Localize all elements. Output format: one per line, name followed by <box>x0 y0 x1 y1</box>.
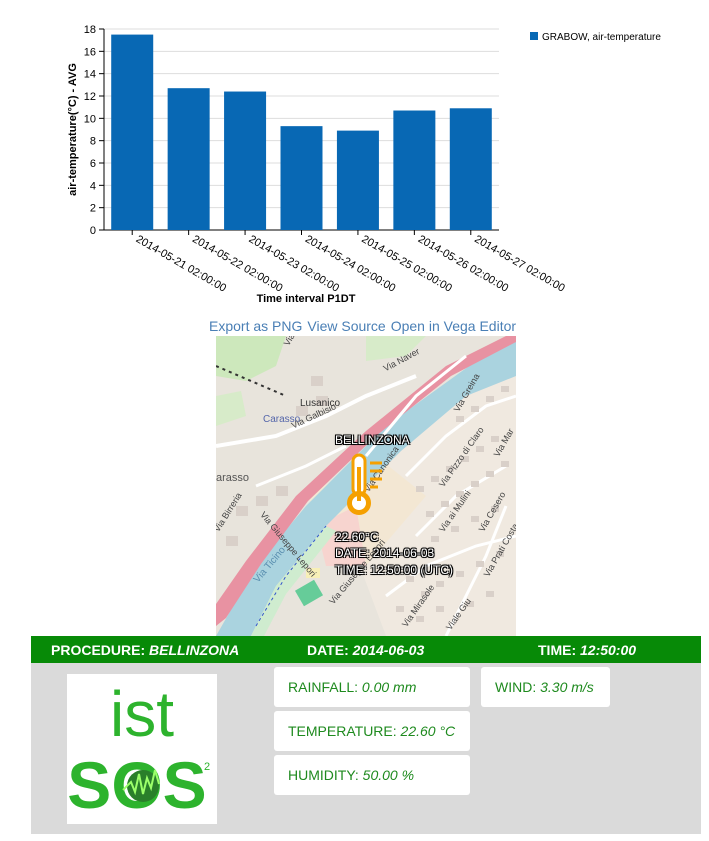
station-panel: PROCEDURE: BELLINZONA DATE: 2014-06-03 T… <box>31 636 701 834</box>
y-tick-label: 14 <box>84 69 96 81</box>
y-tick-label: 4 <box>90 180 96 192</box>
wind-label: WIND: <box>495 679 537 695</box>
bar <box>393 110 436 230</box>
bar <box>336 130 379 230</box>
legend-swatch <box>530 32 538 40</box>
station-label: BELLINZONA <box>335 433 410 447</box>
map-tiles <box>216 336 516 636</box>
time-label: TIME: <box>538 642 577 658</box>
time-value: 12:50:00 <box>580 642 637 658</box>
y-tick-label: 12 <box>84 91 96 103</box>
bar <box>111 34 154 231</box>
procedure-label: PROCEDURE: <box>51 642 146 658</box>
date-label: DATE: <box>307 642 349 658</box>
wind-value: 3.30 m/s <box>540 679 594 695</box>
y-tick-label: 2 <box>90 203 96 215</box>
legend-label: GRABOW, air-temperature <box>542 32 661 43</box>
logo-image: ist SOS 2 <box>67 678 210 822</box>
place-label-carasso: Carasso <box>263 414 301 425</box>
y-tick-label: 18 <box>84 24 96 36</box>
export-png-link[interactable]: Export as PNG <box>209 318 303 334</box>
temperature-value: 22.60 °C <box>400 723 456 739</box>
bar <box>280 126 323 230</box>
place-label-arasso: arasso <box>216 472 250 484</box>
humidity-card: HUMIDITY: 50.00 % <box>274 755 470 795</box>
date-field: DATE: 2014-06-03 <box>307 642 424 658</box>
y-tick-label: 0 <box>90 225 96 237</box>
bar <box>167 88 210 230</box>
bar <box>449 108 492 230</box>
procedure-value: BELLINZONA <box>149 642 240 658</box>
date-value: 2014-06-03 <box>352 642 425 658</box>
time-field: TIME: 12:50:00 <box>538 642 636 658</box>
y-tick-label: 6 <box>90 158 96 170</box>
humidity-label: HUMIDITY: <box>288 767 359 783</box>
y-tick-label: 10 <box>84 113 96 125</box>
temperature-card: TEMPERATURE: 22.60 °C <box>274 711 470 751</box>
open-vega-editor-link[interactable]: Open in Vega Editor <box>390 318 517 334</box>
station-map[interactable]: Lusanico Carasso arasso Via Naver Via Ga… <box>216 336 516 636</box>
y-tick-label: 8 <box>90 136 96 148</box>
logo-text-top: ist <box>110 678 174 750</box>
humidity-value: 50.00 % <box>362 767 415 783</box>
thermometer-icon[interactable] <box>344 453 388 517</box>
reading-temperature: 22.60°C <box>335 530 379 544</box>
reading-date: DATE: 2014-06-03 <box>335 546 435 560</box>
bar <box>224 91 267 231</box>
x-axis-title: Time interval P1DT <box>257 293 356 305</box>
y-axis-title: air-temperature(°C) - AVG <box>67 63 79 196</box>
x-tick-label: 2014-05-27 02:00:00 <box>472 233 566 294</box>
vega-actions: Export as PNG View Source Open in Vega Edi… <box>209 318 521 334</box>
y-tick-label: 16 <box>84 46 96 58</box>
wind-card: WIND: 3.30 m/s <box>481 667 610 707</box>
rainfall-value: 0.00 mm <box>361 679 417 695</box>
panel-header: PROCEDURE: BELLINZONA DATE: 2014-06-03 T… <box>31 636 701 663</box>
logo-superscript: 2 <box>204 761 210 773</box>
place-label-lusanico: Lusanico <box>300 398 341 409</box>
istsos-logo: ist SOS 2 <box>67 674 217 824</box>
procedure-field: PROCEDURE: BELLINZONA <box>51 642 239 658</box>
rainfall-card: RAINFALL: 0.00 mm <box>274 667 470 707</box>
rainfall-label: RAINFALL: <box>288 679 359 695</box>
reading-time: TIME: 12:50:00 (UTC) <box>335 563 454 577</box>
view-source-link[interactable]: View Source <box>307 318 386 334</box>
temperature-label: TEMPERATURE: <box>288 723 397 739</box>
